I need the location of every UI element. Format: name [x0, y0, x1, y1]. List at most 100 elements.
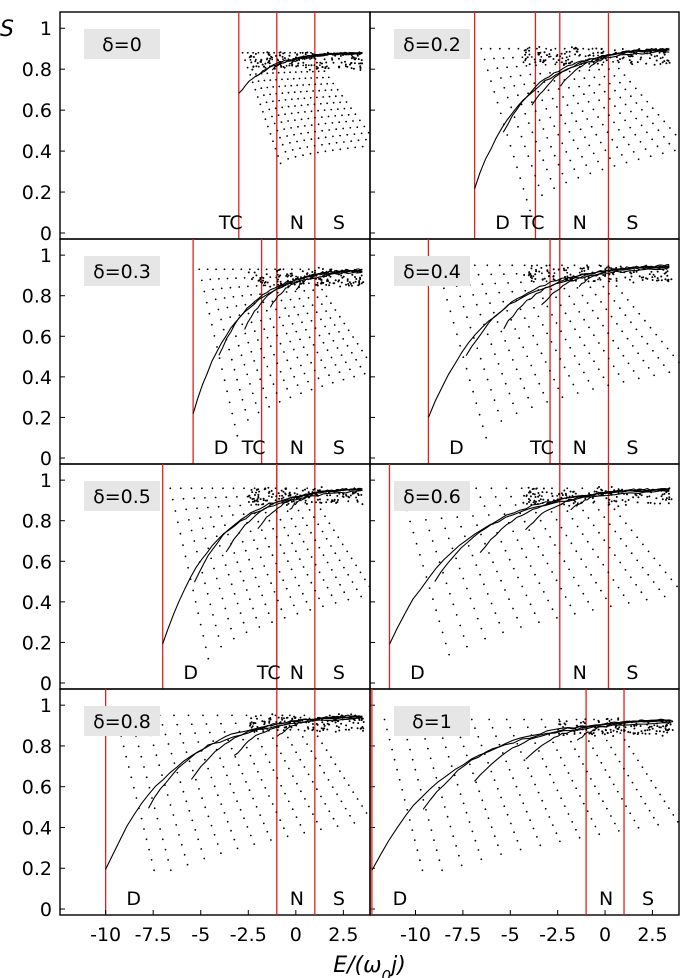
- data-point: [305, 328, 307, 331]
- data-point: [252, 56, 255, 58]
- data-point: [326, 82, 329, 85]
- data-point: [355, 496, 358, 499]
- data-point: [155, 754, 158, 757]
- data-point: [272, 527, 274, 530]
- data-point: [306, 51, 309, 54]
- data-point: [334, 279, 337, 282]
- data-point: [632, 370, 635, 372]
- data-point: [170, 752, 173, 755]
- data-point: [289, 298, 292, 301]
- data-point: [465, 754, 468, 757]
- data-point: [540, 495, 543, 497]
- data-point: [617, 488, 620, 491]
- data-point: [429, 757, 432, 760]
- data-point: [333, 529, 335, 532]
- data-point: [541, 194, 543, 197]
- data-point: [238, 314, 241, 316]
- data-point: [665, 498, 667, 501]
- data-point: [555, 832, 558, 835]
- data-point: [338, 315, 341, 318]
- data-point: [360, 493, 363, 496]
- data-point: [293, 133, 295, 136]
- data-point: [515, 785, 518, 788]
- data-point: [667, 278, 670, 281]
- data-point: [656, 54, 659, 57]
- data-point: [253, 539, 255, 541]
- data-point: [248, 494, 251, 497]
- data-point: [581, 533, 584, 535]
- data-point: [289, 282, 292, 285]
- data-point: [269, 65, 271, 68]
- data-point: [466, 645, 468, 648]
- data-point: [337, 499, 339, 501]
- data-point: [624, 119, 626, 122]
- data-point: [253, 302, 256, 305]
- data-point: [359, 571, 362, 574]
- data-point: [563, 269, 566, 272]
- data-point: [304, 77, 307, 80]
- data-point: [254, 52, 257, 55]
- data-point: [326, 102, 329, 105]
- data-point: [261, 281, 264, 284]
- data-point: [279, 721, 282, 724]
- y-tick-label: 1: [40, 245, 52, 267]
- data-point: [572, 94, 575, 97]
- data-point: [574, 53, 577, 56]
- data-point: [628, 278, 631, 281]
- data-point: [310, 388, 313, 391]
- data-point: [678, 361, 680, 364]
- data-point: [252, 797, 255, 800]
- data-point: [543, 51, 546, 54]
- data-point: [277, 599, 279, 602]
- data-point: [666, 347, 669, 350]
- data-point: [524, 57, 527, 60]
- data-point: [643, 51, 646, 54]
- data-point: [339, 285, 342, 288]
- data-point: [271, 58, 274, 61]
- data-point: [499, 112, 502, 115]
- data-point: [314, 563, 317, 566]
- data-point: [525, 198, 528, 201]
- data-point: [558, 718, 560, 721]
- data-point: [274, 107, 277, 110]
- data-point: [259, 814, 262, 816]
- data-point: [260, 779, 263, 781]
- data-point: [321, 271, 324, 274]
- data-point: [550, 288, 553, 291]
- data-point: [557, 498, 560, 501]
- data-point: [281, 714, 284, 717]
- data-point: [548, 264, 551, 267]
- data-point: [175, 824, 178, 826]
- data-point: [619, 112, 621, 115]
- data-point: [543, 81, 546, 83]
- data-point: [214, 624, 217, 627]
- data-point: [246, 51, 249, 54]
- data-point: [215, 748, 218, 751]
- data-point: [623, 767, 625, 770]
- data-point: [585, 566, 587, 568]
- data-point: [198, 561, 201, 563]
- data-point: [623, 729, 626, 732]
- data-point: [264, 281, 267, 283]
- data-point: [558, 493, 560, 496]
- data-point: [593, 334, 595, 337]
- data-point: [568, 55, 571, 57]
- data-point: [506, 96, 509, 99]
- data-point: [597, 509, 600, 511]
- data-point: [161, 774, 163, 776]
- data-point: [469, 326, 472, 329]
- data-point: [648, 273, 651, 276]
- data-point: [219, 757, 222, 760]
- data-point: [221, 368, 223, 370]
- data-point: [281, 499, 284, 502]
- data-point: [504, 340, 507, 342]
- data-point: [226, 820, 229, 823]
- data-point: [557, 728, 560, 731]
- data-point: [222, 487, 224, 490]
- data-point: [259, 277, 262, 279]
- data-point: [341, 94, 343, 97]
- data-point: [306, 743, 308, 745]
- data-point: [294, 155, 297, 158]
- data-point: [452, 603, 455, 606]
- data-point: [209, 603, 212, 606]
